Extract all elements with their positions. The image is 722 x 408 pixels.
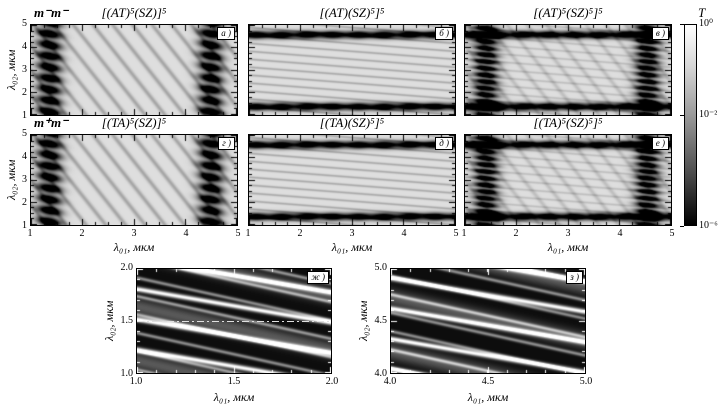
panel-title-e: [(TA)⁵(SZ)⁵]⁵ [533,115,603,130]
panel-letter-z: з ) [566,271,583,284]
x-tick-label: 2 [79,228,85,239]
heatmap-canvas-v [465,25,671,115]
x-tick-label: 4 [617,228,623,239]
y-tick-label: 4 [22,41,27,52]
x-tick-label: 2.0 [325,376,339,387]
panel-letter-zh: ж ) [307,271,329,284]
heatmap-panel-d: д ) [248,134,456,226]
panel-letter-g: г ) [218,137,235,150]
colorbar-tick-label: 10⁰ [699,18,714,29]
x-tick-label: 3 [565,228,571,239]
heatmap-panel-v: в ) [464,24,672,116]
x-axis-label-col1: λ₀₁, мкм [113,240,155,254]
heatmap-canvas-g [31,135,237,225]
panel-letter-b: б ) [435,27,453,40]
x-tick-label: 1 [245,228,251,239]
x-tick-label: 2 [513,228,519,239]
y-tick-label: 2 [22,197,27,208]
y-tick-label: 2 [22,87,27,98]
y-tick-label: 4.5 [374,315,388,326]
panel-title-v: [(AT)⁵(SZ)⁵]⁵ [533,5,603,20]
heatmap-canvas-e [465,135,671,225]
heatmap-panel-e: е ) [464,134,672,226]
x-tick-label: 1.5 [227,376,241,387]
x-axis-label-zh: λ₀₁, мкм [213,390,255,404]
y-tick-label: 2.0 [120,262,134,273]
heatmap-canvas-a [31,25,237,115]
heatmap-canvas-b [249,25,455,115]
x-tick-label: 3 [131,228,137,239]
row-label-m-plus-m-minus: m⁺m⁻ [34,115,68,130]
x-tick-label: 1 [461,228,467,239]
panel-title-a: [(AT)⁵(SZ)]⁵ [101,5,167,20]
x-tick-label: 5 [453,228,459,239]
y-tick-label: 1.0 [120,368,134,379]
y-tick-label: 1.5 [120,315,134,326]
colorbar-tick-mark [680,115,684,116]
y-tick-label: 1 [22,110,27,121]
row-label-m-minus-m-minus: m⁻m⁻ [34,5,68,20]
y-tick-label: 1 [22,220,27,231]
panel-letter-v: в ) [651,27,669,40]
colorbar-tick-mark [680,24,684,25]
x-tick-label: 5 [669,228,675,239]
colorbar [684,24,697,226]
x-axis-label-z: λ₀₁, мкм [467,390,509,404]
x-tick-label: 1 [27,228,33,239]
x-tick-label: 3 [349,228,355,239]
x-axis-label-col3: λ₀₁, мкм [547,240,589,254]
colorbar-tick-label: 10⁻⁶ [699,220,718,231]
panel-title-b: [(AT)(SZ)⁵]⁵ [319,5,385,20]
x-axis-label-col2: λ₀₁, мкм [331,240,373,254]
dash-dot-line [137,321,331,322]
y-tick-label: 3 [22,64,27,75]
colorbar-tick-mark [680,226,684,227]
heatmap-panel-g: г ) [30,134,238,226]
heatmap-canvas-d [249,135,455,225]
heatmap-canvas-z [391,269,585,373]
x-tick-label: 2 [297,228,303,239]
x-tick-label: 4.5 [481,376,495,387]
y-tick-label: 4 [22,151,27,162]
y-tick-label: 3 [22,174,27,185]
panel-letter-d: д ) [435,137,453,150]
x-tick-label: 4 [183,228,189,239]
heatmap-panel-z: з ) [390,268,586,374]
x-tick-label: 5.0 [579,376,593,387]
panel-title-d: [(TA)(SZ)⁵]⁵ [319,115,385,130]
panel-letter-a: а ) [217,27,235,40]
y-tick-label: 4.0 [374,368,388,379]
panel-letter-e: е ) [651,137,669,150]
y-tick-label: 5 [22,128,27,139]
x-tick-label: 5 [235,228,241,239]
heatmap-panel-b: б ) [248,24,456,116]
colorbar-tick-label: 10⁻² [699,108,718,120]
y-tick-label: 5.0 [374,262,388,273]
y-tick-label: 5 [22,18,27,29]
x-tick-label: 1.0 [129,376,143,387]
colorbar-title: T [698,5,706,20]
x-tick-label: 4 [401,228,407,239]
x-tick-label: 4.0 [383,376,397,387]
heatmap-panel-a: а ) [30,24,238,116]
panel-title-g: [(TA)⁵(SZ)]⁵ [101,115,167,130]
